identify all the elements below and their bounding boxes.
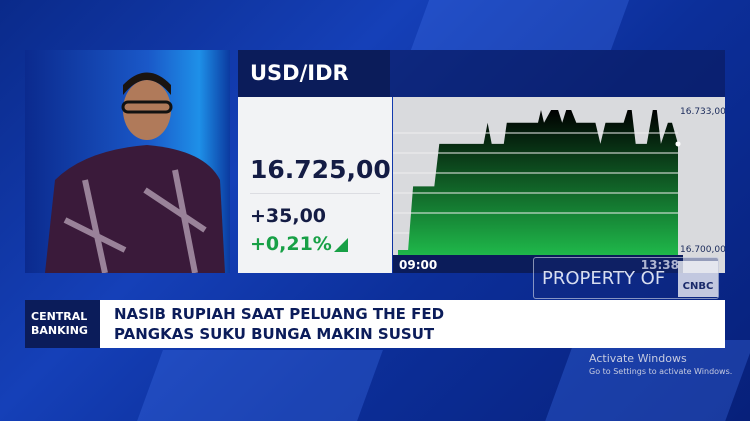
y-tick-label: 16.700,00 [680,245,725,255]
data-point [675,141,681,147]
time-axis-bar [393,255,683,273]
presenter-video [25,50,230,273]
divider [250,193,380,194]
background-shape [410,0,630,50]
ticker-header-bar [390,50,725,97]
change-percent: +0,21% [250,233,332,255]
chart-svg: 09:00 13:38 16.733,00 16.700,00 [393,97,726,273]
price-area [398,110,678,255]
cnbc-logo: CNBC [678,261,718,297]
watermark-text: PROPERTY OF [542,268,666,289]
price: 16.725,00 [250,155,391,184]
ticker-title: USD/IDR [238,50,390,97]
activate-windows-title: Activate Windows [589,352,687,365]
price-chart: 09:00 13:38 16.733,00 16.700,00 [393,97,726,273]
segment-tag: CENTRAL BANKING [25,300,100,348]
ticker-panel: USD/IDR 16.725,00 +35,00 +0,21% 09:00 13… [238,50,726,273]
headline-line-1: NASIB RUPIAH SAAT PELUANG THE FED [114,305,445,323]
background-shape [137,350,383,421]
logo-text: CNBC [682,281,714,292]
headline-line-2: PANGKAS SUKU BUNGA MAKIN SUSUT [114,325,435,343]
presenter-image [45,72,225,273]
ticker-values: 16.725,00 +35,00 +0,21% [238,97,392,273]
change: +35,00 [250,205,327,227]
y-tick-label: 16.733,00 [680,107,725,117]
property-watermark: PROPERTY OF CNBC [533,257,719,299]
x-tick-label: 13:38 [641,258,679,272]
up-triangle-icon [334,238,348,252]
activate-windows-sub: Go to Settings to activate Windows. [589,367,733,376]
headline: NASIB RUPIAH SAAT PELUANG THE FED PANGKA… [100,300,725,348]
x-tick-label: 09:00 [399,258,437,272]
